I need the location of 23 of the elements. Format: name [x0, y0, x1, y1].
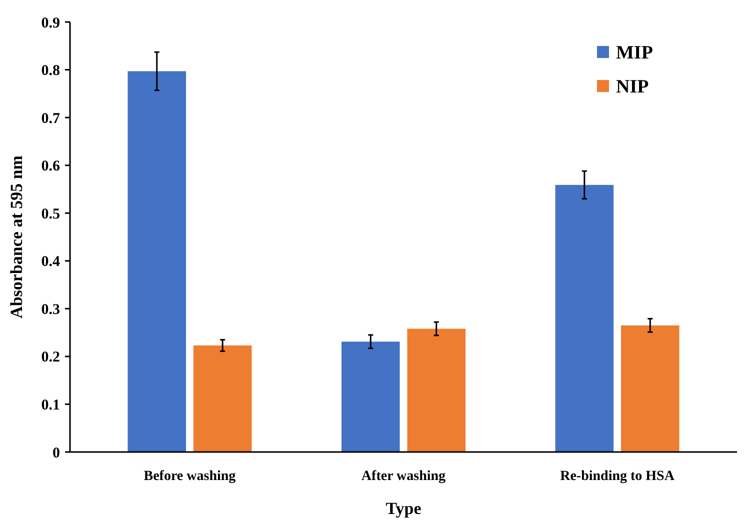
y-tick-label: 0.9 [41, 15, 60, 32]
y-tick-label: 0.6 [41, 158, 60, 175]
bar [621, 325, 680, 452]
legend-label: NIP [616, 76, 650, 98]
y-tick-label: 0.2 [41, 350, 60, 366]
x-tick-label: Before washing [144, 469, 236, 484]
legend-label: MIP [616, 42, 654, 64]
bar [407, 328, 466, 452]
y-tick-label: 0 [52, 445, 60, 462]
y-tick-label: 0.7 [41, 110, 60, 127]
y-tick-label: 0.1 [41, 397, 60, 414]
bar [342, 342, 400, 452]
y-tick-label: 0.3 [41, 302, 60, 318]
x-tick-label: Re-binding to HSA [560, 469, 676, 484]
x-axis-title: Type [386, 499, 422, 518]
y-axis-title: Absorbance at 595 nm [7, 156, 26, 318]
y-tick-label: 0.4 [41, 254, 60, 270]
y-tick-label: 0.5 [41, 206, 60, 222]
y-tick-label: 0.8 [41, 63, 60, 80]
bar [555, 184, 614, 452]
bar [193, 345, 252, 452]
x-tick-label: After washing [361, 469, 446, 484]
bar [128, 71, 186, 452]
